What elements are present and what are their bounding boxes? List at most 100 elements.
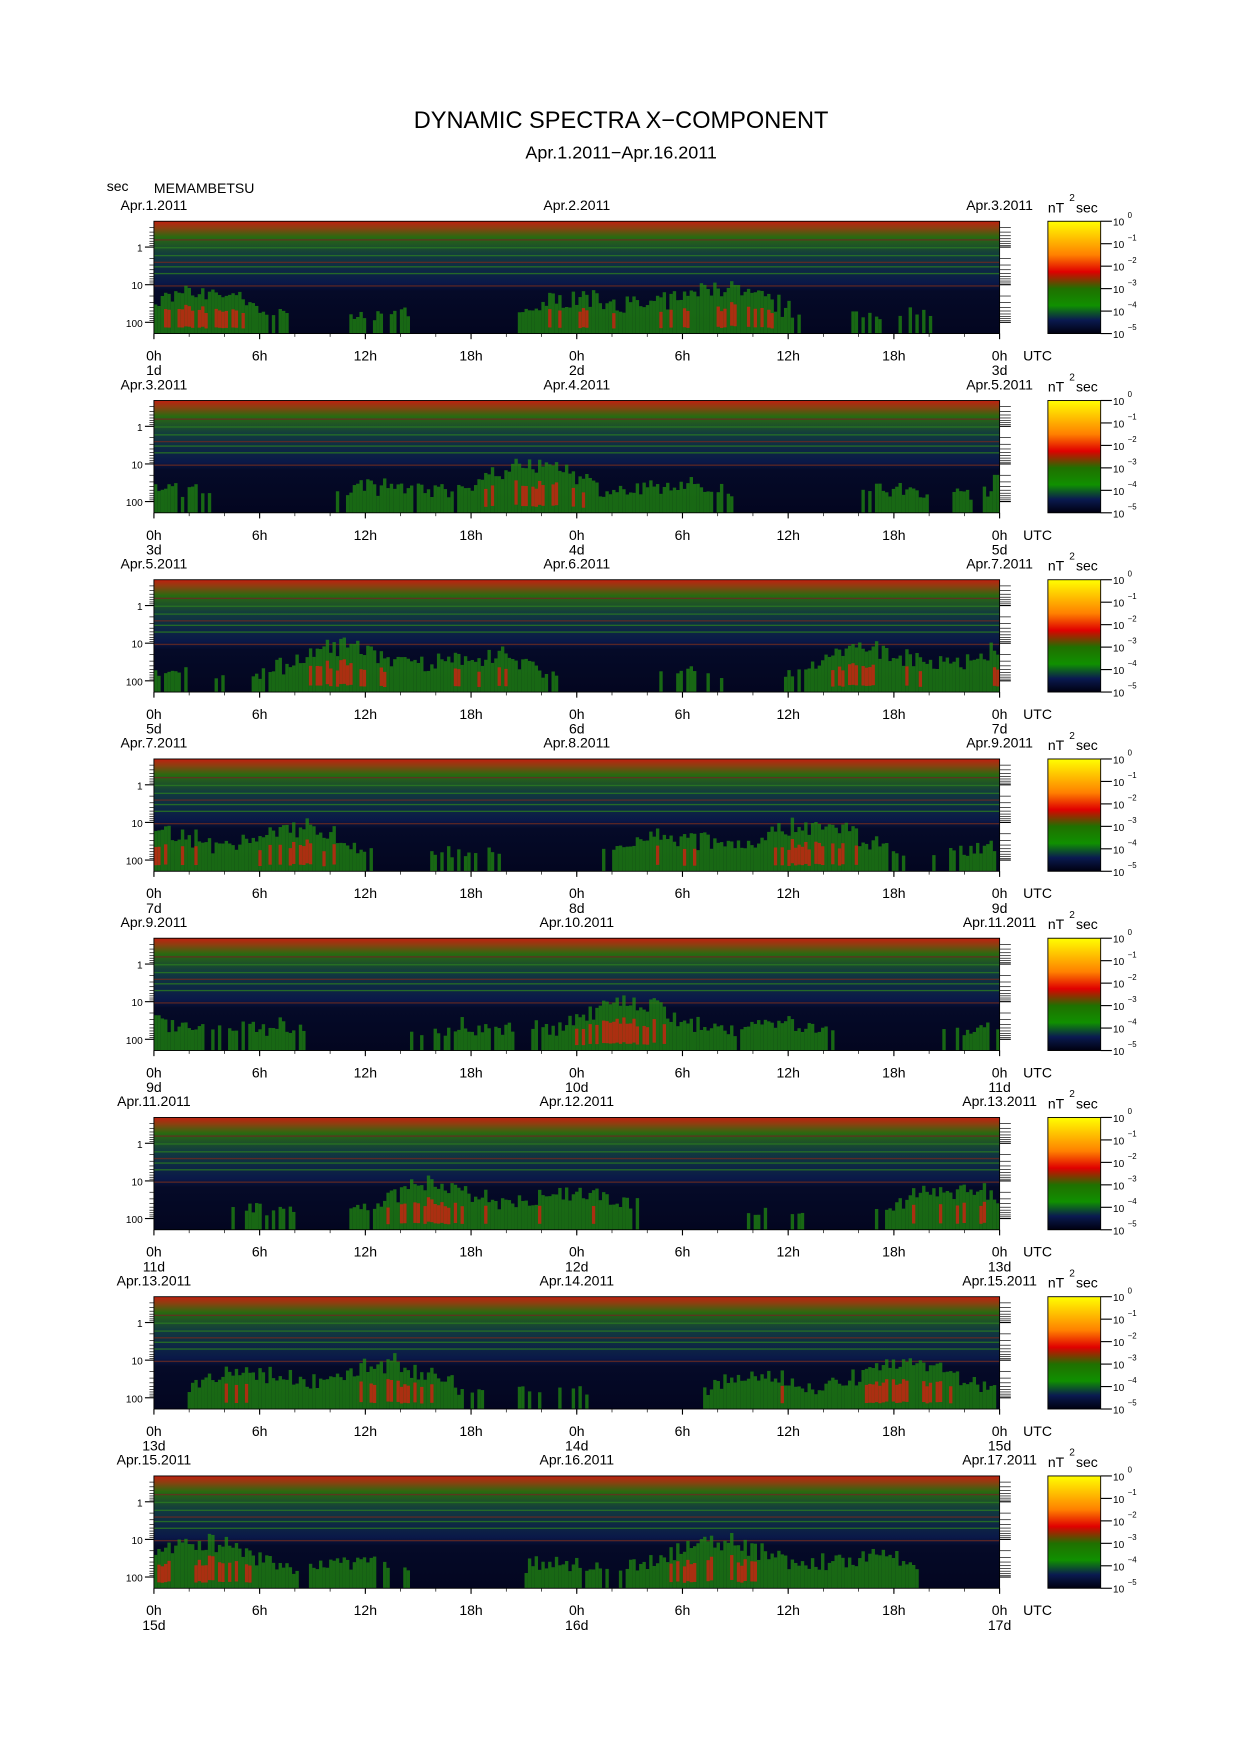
x-tick-label: 12h: [776, 706, 799, 722]
spectral-hot: [693, 1563, 697, 1582]
spectral-line: [153, 1341, 1000, 1343]
y-tick-label: 10: [131, 640, 143, 651]
x-tick-label: 6h: [252, 885, 268, 901]
spectral-hot: [895, 1384, 899, 1403]
spectral-hot: [780, 847, 784, 866]
spectral-hot: [548, 309, 552, 328]
spectral-hot: [612, 313, 616, 329]
spectral-blob: [490, 852, 495, 872]
spectral-blob: [787, 670, 791, 693]
spectral-blob: [396, 484, 400, 513]
spectral-line: [153, 272, 1000, 275]
spectral-blob: [352, 1562, 357, 1589]
spectral-blob: [447, 846, 451, 872]
spectral-hot: [575, 1028, 579, 1046]
spectral-blob: [740, 1029, 744, 1051]
spectral-blob: [723, 1374, 727, 1410]
spectral-blob: [699, 1539, 704, 1589]
colorbar-base: 10: [1113, 218, 1125, 229]
spectral-blob: [507, 657, 512, 693]
spectral-blob: [275, 1028, 279, 1051]
spectral-hot: [686, 310, 690, 328]
spectral-blob: [470, 1031, 474, 1051]
colorbar-exponent: −2: [1128, 973, 1137, 982]
spectral-blob: [925, 1191, 929, 1230]
spectral-hot: [453, 668, 458, 687]
spectral-blob: [157, 305, 161, 334]
spectral-blob: [467, 852, 471, 872]
spectral-blob: [618, 1570, 623, 1589]
spectral-blob: [217, 1379, 222, 1410]
colorbar-base: 10: [1113, 935, 1125, 946]
spectral-blob: [716, 1381, 720, 1410]
colorbar-base: 10: [1113, 1316, 1125, 1327]
y-tick-label: 1: [137, 602, 143, 613]
spectral-hot: [558, 310, 562, 328]
spectral-blob: [460, 486, 464, 513]
spectral-blob: [652, 486, 656, 513]
spectral-blob: [423, 1379, 427, 1410]
spectral-hot: [359, 669, 363, 687]
time-zone: UTC: [1023, 527, 1052, 543]
colorbar-unit: nT: [1048, 379, 1065, 395]
spectral-blob: [726, 1542, 731, 1589]
colorbar-exponent: −4: [1128, 301, 1138, 310]
colorbar-exponent: −4: [1128, 1018, 1138, 1027]
spectral-blob: [952, 1199, 956, 1230]
spectral-blob: [659, 1002, 663, 1051]
spectral-blob: [487, 474, 491, 513]
spectral-blob: [504, 470, 508, 513]
spectral-blob: [238, 291, 242, 334]
date-label: Apr.13.2011: [962, 1093, 1037, 1109]
spectral-hot: [197, 1559, 202, 1582]
spectral-blob: [551, 293, 555, 334]
x-tick-label: 12h: [354, 706, 377, 722]
spectral-blob: [726, 840, 731, 872]
spectral-blob: [888, 496, 892, 513]
spectral-blob: [153, 1554, 158, 1589]
spectral-blob: [386, 488, 390, 513]
spectral-blob: [804, 669, 808, 693]
spectral-blob: [628, 492, 633, 513]
spectral-blob: [773, 1557, 778, 1589]
spectral-blob: [952, 850, 956, 872]
spectral-blob: [615, 1203, 619, 1230]
spectral-blob: [767, 831, 771, 872]
spectral-blob: [618, 1207, 623, 1230]
spectral-hot: [190, 310, 195, 328]
spectral-blob: [177, 1026, 181, 1051]
spectral-blob: [170, 301, 175, 334]
spectral-blob: [891, 488, 896, 513]
spectral-hot: [514, 480, 518, 505]
spectral-blob: [585, 1020, 589, 1051]
y-tick-label: 10: [131, 1536, 143, 1547]
colorbar-unit-suffix: sec: [1076, 199, 1098, 215]
spectral-blob: [635, 300, 640, 334]
spectral-blob: [255, 1379, 259, 1410]
spectral-blob: [234, 1030, 239, 1051]
spectral-blob: [982, 1381, 987, 1410]
spectral-hot: [524, 486, 528, 507]
spectral-blob: [356, 1557, 360, 1589]
spectral-blob: [511, 463, 515, 513]
spectral-blob: [325, 838, 330, 872]
spectral-line: [153, 631, 1000, 633]
spectral-blob: [228, 843, 232, 872]
spectral-blob: [790, 1559, 795, 1589]
spectral-hot: [716, 306, 720, 327]
spectral-blob: [214, 842, 218, 872]
spectral-blob: [672, 487, 677, 513]
colorbar-base: 10: [1113, 1293, 1125, 1304]
colorbar-base: 10: [1113, 621, 1125, 632]
spectral-line: [153, 956, 1000, 958]
spectral-blob: [817, 665, 822, 693]
spectral-hot: [241, 313, 245, 329]
spectral-blob: [450, 491, 454, 513]
spectral-blob: [561, 472, 565, 513]
spectral-blob: [618, 311, 623, 334]
colorbar-unit-exponent: 2: [1069, 1268, 1075, 1279]
spectral-blob: [851, 1564, 855, 1589]
colorbar-exponent: −4: [1128, 659, 1138, 668]
spectral-blob: [598, 1568, 603, 1589]
